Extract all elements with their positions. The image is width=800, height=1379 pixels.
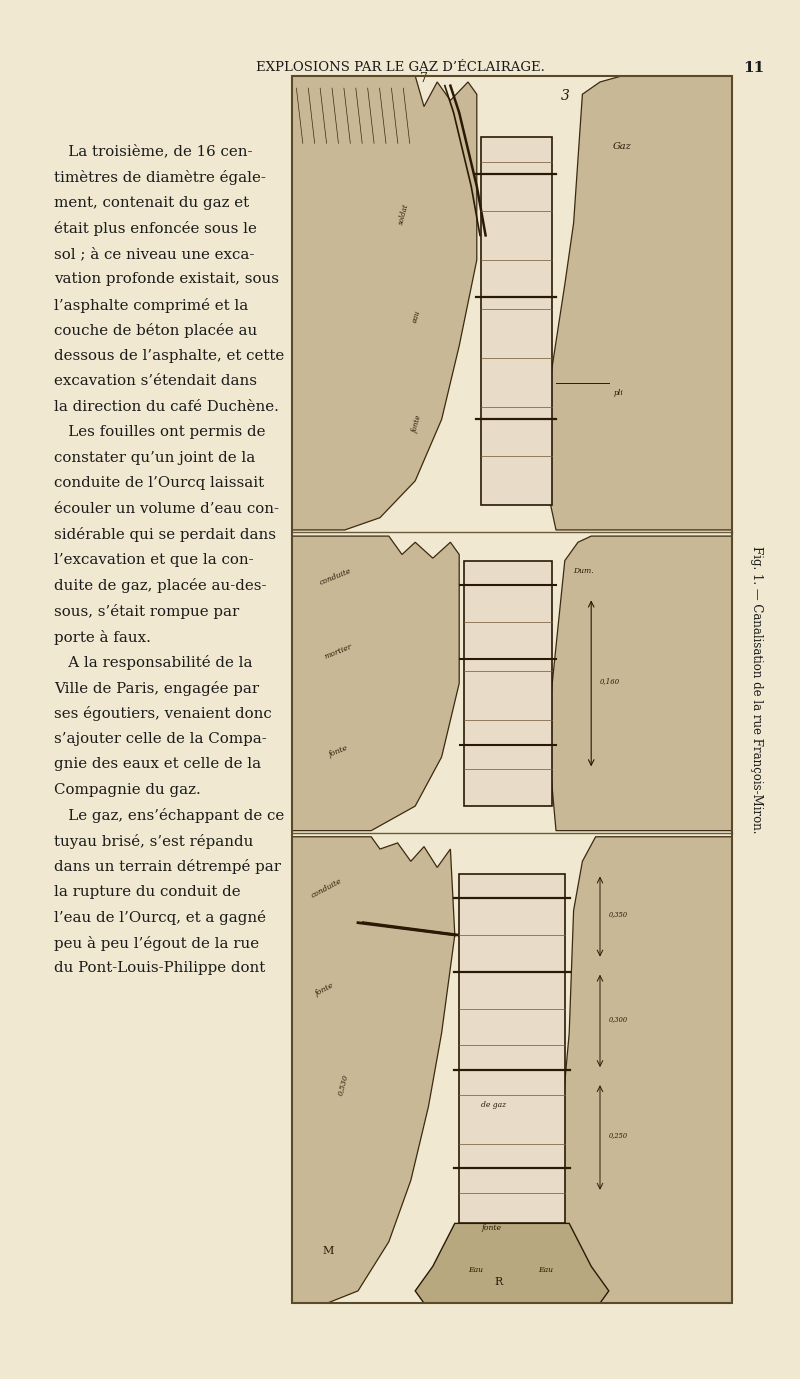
Text: fonte: fonte bbox=[314, 982, 335, 998]
Text: 3: 3 bbox=[560, 90, 570, 103]
Text: Les fouilles ont permis de: Les fouilles ont permis de bbox=[54, 425, 266, 440]
Text: sidérable qui se perdait dans: sidérable qui se perdait dans bbox=[54, 527, 277, 542]
Text: la direction du café Duchène.: la direction du café Duchène. bbox=[54, 400, 279, 414]
Text: Gaz: Gaz bbox=[613, 142, 632, 152]
Polygon shape bbox=[292, 536, 459, 830]
Text: soldat: soldat bbox=[398, 203, 411, 225]
Bar bbox=[482, 138, 552, 506]
Text: excavation s’étendait dans: excavation s’étendait dans bbox=[54, 374, 258, 389]
Text: mortier: mortier bbox=[322, 643, 353, 661]
Text: EXPLOSIONS PAR LE GAZ D’ÉCLAIRAGE.: EXPLOSIONS PAR LE GAZ D’ÉCLAIRAGE. bbox=[255, 61, 545, 73]
Polygon shape bbox=[292, 76, 477, 530]
Text: Le gaz, ens’échappant de ce: Le gaz, ens’échappant de ce bbox=[54, 808, 285, 823]
Text: timètres de diamètre égale-: timètres de diamètre égale- bbox=[54, 170, 266, 185]
Polygon shape bbox=[542, 76, 732, 530]
Text: 0,300: 0,300 bbox=[609, 1015, 628, 1023]
Text: vation profonde existait, sous: vation profonde existait, sous bbox=[54, 272, 279, 287]
Text: la rupture du conduit de: la rupture du conduit de bbox=[54, 884, 241, 899]
Text: 0,350: 0,350 bbox=[609, 910, 628, 918]
Text: l’eau de l’Ourcq, et a gagné: l’eau de l’Ourcq, et a gagné bbox=[54, 910, 266, 925]
Text: conduite: conduite bbox=[310, 877, 343, 900]
Text: La troisième, de 16 cen-: La troisième, de 16 cen- bbox=[54, 145, 253, 159]
Bar bbox=[292, 76, 732, 1303]
Text: sol ; à ce niveau une exca-: sol ; à ce niveau une exca- bbox=[54, 247, 254, 261]
Text: Dum.: Dum. bbox=[574, 567, 594, 575]
Text: 7: 7 bbox=[419, 72, 427, 85]
Text: ses égoutiers, venaient donc: ses égoutiers, venaient donc bbox=[54, 706, 272, 721]
Text: s’ajouter celle de la Compa-: s’ajouter celle de la Compa- bbox=[54, 731, 267, 746]
Text: écouler un volume d’eau con-: écouler un volume d’eau con- bbox=[54, 502, 279, 516]
Text: du Pont-Louis-Philippe dont: du Pont-Louis-Philippe dont bbox=[54, 961, 266, 975]
Polygon shape bbox=[415, 1223, 609, 1303]
Text: duite de gaz, placée au-des-: duite de gaz, placée au-des- bbox=[54, 578, 267, 593]
Text: tuyau brisé, s’est répandu: tuyau brisé, s’est répandu bbox=[54, 833, 254, 848]
Polygon shape bbox=[292, 837, 454, 1303]
Text: porte à faux.: porte à faux. bbox=[54, 629, 151, 644]
Text: R: R bbox=[494, 1277, 502, 1287]
Bar bbox=[464, 561, 552, 807]
Text: gnie des eaux et celle de la: gnie des eaux et celle de la bbox=[54, 757, 262, 771]
Text: fonte: fonte bbox=[411, 414, 423, 434]
Text: sous, s’était rompue par: sous, s’était rompue par bbox=[54, 604, 240, 619]
Text: fonte: fonte bbox=[327, 745, 349, 758]
Text: conduite de l’Ourcq laissait: conduite de l’Ourcq laissait bbox=[54, 476, 265, 491]
Text: 0,530: 0,530 bbox=[336, 1073, 350, 1096]
Text: peu à peu l’égout de la rue: peu à peu l’égout de la rue bbox=[54, 935, 259, 950]
Text: Compagnie du gaz.: Compagnie du gaz. bbox=[54, 782, 201, 797]
Text: l’excavation et que la con-: l’excavation et que la con- bbox=[54, 553, 254, 567]
Bar bbox=[459, 874, 565, 1223]
Text: était plus enfoncée sous le: était plus enfoncée sous le bbox=[54, 221, 258, 236]
Polygon shape bbox=[556, 837, 732, 1303]
Text: 0,250: 0,250 bbox=[609, 1131, 628, 1139]
Text: dans un terrain détrempé par: dans un terrain détrempé par bbox=[54, 859, 282, 874]
Text: dessous de l’asphalte, et cette: dessous de l’asphalte, et cette bbox=[54, 349, 285, 363]
Text: l’asphalte comprimé et la: l’asphalte comprimé et la bbox=[54, 298, 249, 313]
Text: Eau: Eau bbox=[468, 1266, 483, 1274]
Text: 0,160: 0,160 bbox=[600, 677, 620, 685]
Text: Eau: Eau bbox=[538, 1266, 554, 1274]
Text: conduite: conduite bbox=[318, 567, 353, 587]
Polygon shape bbox=[547, 536, 732, 830]
Text: eau: eau bbox=[411, 309, 422, 323]
Text: constater qu’un joint de la: constater qu’un joint de la bbox=[54, 451, 256, 465]
Text: Fig. 1. — Canalisation de la rue François-Miron.: Fig. 1. — Canalisation de la rue Françoi… bbox=[750, 546, 762, 833]
Text: fonte: fonte bbox=[482, 1223, 501, 1231]
Text: 11: 11 bbox=[742, 61, 764, 74]
Text: ment, contenait du gaz et: ment, contenait du gaz et bbox=[54, 196, 250, 210]
Text: M: M bbox=[322, 1247, 334, 1256]
Text: Ville de Paris, engagée par: Ville de Paris, engagée par bbox=[54, 680, 259, 695]
Text: couche de béton placée au: couche de béton placée au bbox=[54, 323, 258, 338]
Text: de gaz: de gaz bbox=[482, 1100, 506, 1109]
Text: pli: pli bbox=[613, 389, 623, 397]
Text: A la responsabilité de la: A la responsabilité de la bbox=[54, 655, 253, 670]
